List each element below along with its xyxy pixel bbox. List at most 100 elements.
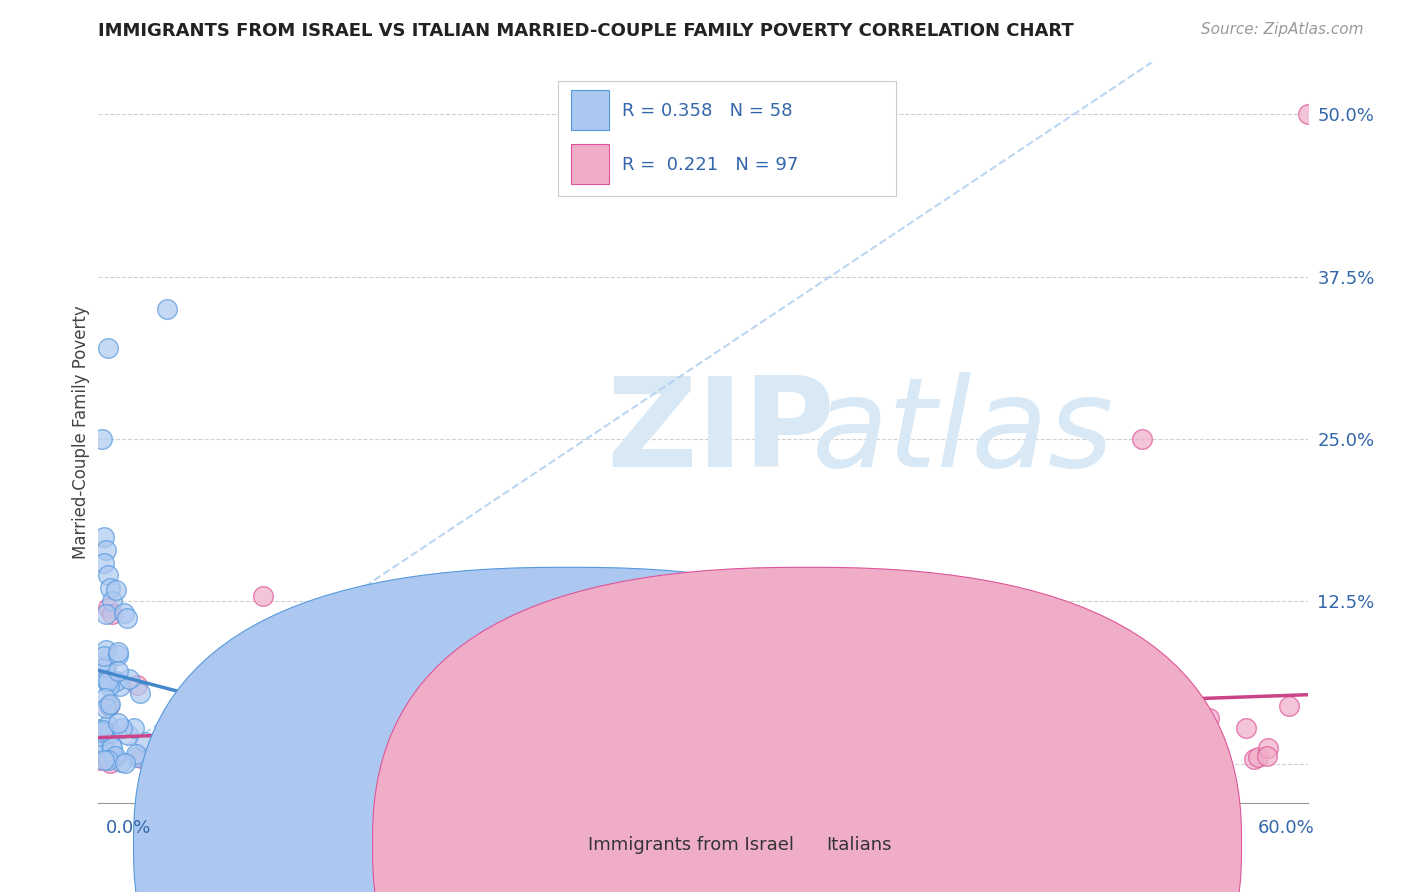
Point (96, 607, 118, 622)
Point (529, 681, 551, 696)
Point (100, 739, 122, 753)
Text: atlas: atlas (811, 372, 1114, 493)
Point (479, 659, 502, 673)
Point (751, 745, 773, 759)
Point (129, 686, 152, 700)
Point (93, 723, 115, 738)
Point (897, 751, 920, 765)
Point (100, 739, 122, 754)
Point (1108, 663, 1130, 677)
Point (194, 746, 217, 760)
Point (1070, 754, 1092, 768)
Point (93, 753, 115, 767)
Point (1123, 712, 1146, 726)
Point (134, 735, 156, 749)
Point (207, 718, 229, 732)
Point (96, 542, 118, 557)
Point (186, 706, 208, 720)
Point (838, 574, 860, 589)
Point (89, 723, 111, 738)
Point (219, 737, 242, 751)
Point (538, 750, 561, 764)
Point (101, 607, 124, 622)
Point (94, 658, 117, 673)
Point (118, 672, 141, 686)
Point (217, 677, 239, 691)
Point (1142, 756, 1164, 771)
Point (907, 647, 929, 661)
Text: 0.0%: 0.0% (105, 819, 150, 837)
Point (107, 645, 129, 659)
Point (97, 674, 120, 689)
Point (98, 698, 121, 712)
Point (1144, 716, 1167, 731)
Point (97, 601, 120, 615)
Point (97, 718, 120, 732)
Point (93, 556, 115, 570)
Point (350, 710, 373, 724)
Point (97, 341, 120, 355)
Point (115, 611, 138, 625)
Y-axis label: Married-Couple Family Poverty: Married-Couple Family Poverty (72, 306, 90, 559)
Point (104, 674, 127, 689)
Point (1206, 750, 1229, 764)
Point (1102, 752, 1125, 766)
Point (769, 744, 792, 758)
Point (775, 741, 797, 756)
Point (322, 745, 344, 759)
Point (828, 653, 851, 667)
Text: Italians: Italians (827, 836, 893, 854)
Point (97, 698, 120, 713)
Point (101, 594, 124, 608)
Point (93, 648, 115, 663)
Point (110, 755, 132, 769)
Point (1198, 711, 1220, 725)
Point (807, 718, 830, 732)
Point (396, 748, 419, 763)
Point (385, 730, 408, 744)
Point (761, 734, 783, 748)
Point (636, 752, 658, 766)
Point (91, 724, 114, 739)
Point (928, 741, 950, 756)
Point (166, 731, 188, 746)
Point (125, 678, 148, 692)
Point (97, 724, 120, 739)
Text: Immigrants from Israel: Immigrants from Israel (588, 836, 794, 854)
Point (948, 679, 970, 693)
Point (94, 691, 117, 706)
Point (107, 648, 129, 662)
Point (263, 740, 285, 755)
Point (87, 723, 110, 737)
Point (91, 432, 114, 446)
Point (1143, 756, 1166, 771)
Point (91, 738, 114, 752)
Point (101, 749, 124, 764)
Point (108, 679, 131, 693)
Point (254, 752, 277, 766)
Point (156, 302, 179, 317)
Point (93, 661, 115, 675)
Point (761, 582, 783, 596)
Point (668, 743, 690, 757)
Point (520, 747, 543, 762)
Point (340, 750, 363, 764)
Point (91, 736, 114, 750)
Point (1256, 749, 1278, 764)
Point (508, 746, 530, 760)
Point (384, 755, 406, 769)
Point (114, 756, 136, 771)
Point (1243, 752, 1265, 766)
Point (374, 746, 396, 760)
Point (1130, 432, 1153, 446)
Point (104, 748, 127, 763)
Point (98, 726, 121, 740)
Point (1247, 750, 1270, 764)
Point (990, 702, 1012, 716)
Point (818, 740, 841, 755)
Point (98, 756, 121, 770)
Point (299, 667, 322, 681)
Point (910, 734, 932, 748)
Point (93, 529, 115, 543)
Point (949, 716, 972, 731)
